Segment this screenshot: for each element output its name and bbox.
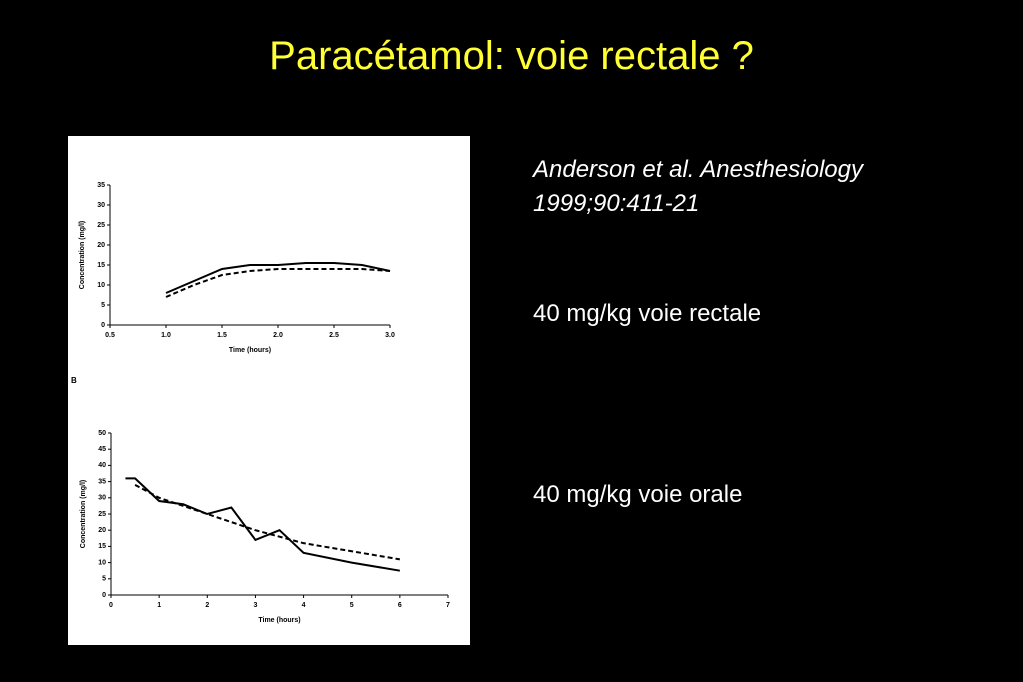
data-line: [125, 477, 401, 572]
y-tick-label: 0: [101, 322, 105, 329]
x-tick-label: 6: [398, 602, 402, 609]
y-tick-label: 25: [98, 511, 106, 518]
x-tick-label: 7: [446, 602, 450, 609]
x-tick-label: 1: [157, 602, 161, 609]
y-tick-label: 0: [102, 592, 106, 599]
y-tick-label: 5: [101, 302, 105, 309]
x-tick-label: 3.0: [385, 332, 395, 339]
y-axis-label: Concentration (mg/l): [80, 480, 87, 548]
y-tick-label: 40: [98, 462, 106, 469]
x-axis-label: Time (hours): [229, 347, 271, 354]
x-tick-label: 2.5: [329, 332, 339, 339]
x-tick-label: 5: [350, 602, 354, 609]
x-tick-label: 2.0: [273, 332, 283, 339]
data-line: [165, 268, 391, 298]
citation: 1999;90:411-21: [533, 190, 700, 217]
y-tick-label: 10: [98, 559, 106, 566]
y-tick-label: 30: [97, 202, 105, 209]
x-tick-label: 2: [205, 602, 209, 609]
y-tick-label: 15: [98, 543, 106, 550]
y-tick-label: 20: [98, 527, 106, 534]
x-axis-label: Time (hours): [258, 617, 300, 624]
x-tick-label: 4: [302, 602, 306, 609]
slide-title: Paracétamol: voie rectale ?: [269, 34, 754, 78]
x-tick-label: 0: [109, 602, 113, 609]
panel-label: B: [71, 376, 77, 385]
y-tick-label: 25: [97, 222, 105, 229]
data-line: [134, 483, 401, 561]
label: 40 mg/kg voie rectale: [533, 300, 762, 327]
y-tick-label: 15: [97, 262, 105, 269]
y-tick-label: 45: [98, 446, 106, 453]
y-tick-label: 35: [97, 182, 105, 189]
label: 40 mg/kg voie orale: [533, 481, 743, 508]
y-tick-label: 5: [102, 576, 106, 583]
y-axis-label: Concentration (mg/l): [79, 221, 86, 289]
x-tick-label: 0.5: [105, 332, 115, 339]
y-tick-label: 20: [97, 242, 105, 249]
y-tick-label: 35: [98, 478, 106, 485]
citation: Anderson et al. Anesthesiology: [533, 156, 863, 183]
x-tick-label: 3: [253, 602, 257, 609]
y-tick-label: 10: [97, 282, 105, 289]
x-tick-label: 1.5: [217, 332, 227, 339]
data-line: [165, 262, 391, 294]
y-tick-label: 30: [98, 495, 106, 502]
x-tick-label: 1.0: [161, 332, 171, 339]
y-tick-label: 50: [98, 430, 106, 437]
